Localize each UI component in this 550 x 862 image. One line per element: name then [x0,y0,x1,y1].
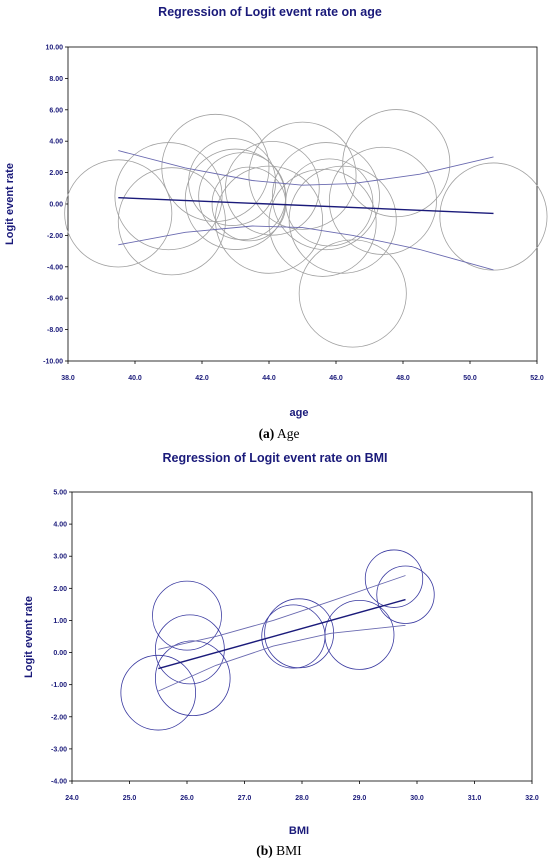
data-point [364,549,424,608]
data-point [342,109,451,218]
chart-title: Regression of Logit event rate on age [158,5,382,19]
y-tick-label: -3.00 [51,746,67,753]
y-tick-label: 2.00 [53,586,67,593]
data-point [214,165,323,274]
data-point [285,158,374,247]
y-tick-label: 0.00 [49,202,63,209]
x-tick-label: 44.0 [262,375,276,382]
chart-title: Regression of Logit event rate on BMI [162,451,387,465]
x-tick-label: 50.0 [463,375,477,382]
data-point [264,598,335,669]
data-point [248,121,357,230]
ci-upper-line [118,150,494,186]
data-point [288,165,397,274]
caption-text: BMI [273,843,302,858]
data-point [188,138,277,226]
ci-upper-line [158,575,406,650]
data-point [376,565,435,624]
caption-letter: (b) [256,843,273,858]
y-tick-label: -10.00 [43,359,63,366]
y-tick-label: 8.00 [49,76,63,83]
y-tick-label: 4.00 [49,139,63,146]
data-point [271,142,380,251]
x-tick-label: 38.0 [61,375,75,382]
chart-bmi: Regression of Logit event rate on BMI Lo… [23,451,539,858]
y-tick-label: 3.00 [53,554,67,561]
data-point [117,167,226,276]
x-tick-label: 28.0 [295,795,309,802]
caption: (b) BMI [256,843,302,858]
plot-frame [67,46,538,362]
data-point [225,140,320,236]
data-point [120,654,197,731]
caption-letter: (a) [259,426,275,441]
x-tick-label: 32.0 [525,795,539,802]
y-tick-label: 4.00 [53,522,67,529]
x-tick-label: 27.0 [238,795,252,802]
data-point [152,580,222,651]
x-tick-label: 29.0 [353,795,367,802]
data-point [328,146,437,255]
data-point [268,168,377,277]
y-tick-label: 2.00 [49,170,63,177]
y-tick-label: 0.00 [53,650,67,657]
regression-line [158,598,406,670]
y-tick-label: 5.00 [53,490,67,497]
x-tick-label: 25.0 [123,795,137,802]
caption-text: Age [274,426,299,441]
ci-lower-line [118,225,494,271]
y-tick-label: -2.00 [51,714,67,721]
y-tick-label: -6.00 [47,296,63,303]
y-tick-label: -4.00 [47,264,63,271]
x-axis-title: age [290,407,309,419]
plot-frame [71,491,533,782]
data-point [64,159,173,268]
caption: (a) Age [259,426,300,441]
x-tick-label: 31.0 [468,795,482,802]
data-point [114,142,223,251]
x-tick-label: 46.0 [329,375,343,382]
data-point [324,599,395,670]
x-tick-label: 48.0 [396,375,410,382]
chart-age: Regression of Logit event rate on age Lo… [4,5,548,441]
data-point [439,162,548,271]
regression-line [118,197,494,215]
x-axis-title: BMI [289,825,309,837]
data-point [298,239,407,348]
y-tick-label: 10.00 [45,45,63,52]
x-tick-label: 40.0 [128,375,142,382]
y-tick-label: -1.00 [51,682,67,689]
x-tick-label: 26.0 [180,795,194,802]
data-point [154,640,231,717]
x-tick-label: 52.0 [530,375,544,382]
x-tick-label: 42.0 [195,375,209,382]
y-axis-title: Logit event rate [23,596,35,678]
y-tick-label: 6.00 [49,107,63,114]
y-tick-label: 1.00 [53,618,67,625]
y-axis-title: Logit event rate [4,163,16,245]
x-tick-label: 30.0 [410,795,424,802]
data-point [154,614,225,685]
y-tick-label: -4.00 [51,779,67,786]
y-tick-label: -2.00 [47,233,63,240]
ci-lower-line [158,624,406,692]
x-tick-label: 24.0 [65,795,79,802]
y-tick-label: -8.00 [47,327,63,334]
